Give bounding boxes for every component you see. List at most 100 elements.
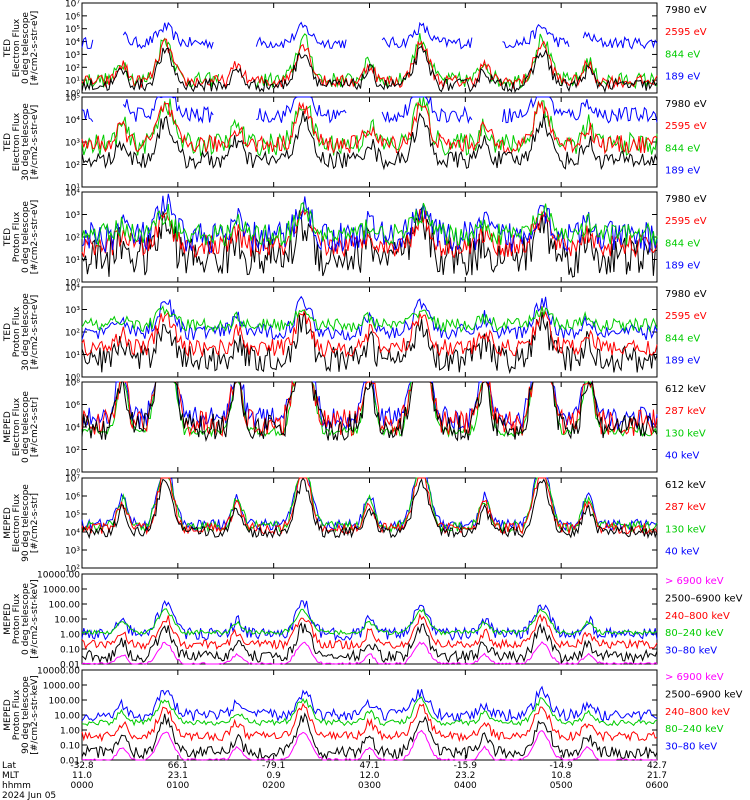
panel-stack: 10⁷ 10⁶ 10⁵ 10⁴ 10³ 10² 10¹ 10⁰ TED Electron Flux… bbox=[3, 0, 743, 767]
y-axis-label: MEPED bbox=[3, 699, 13, 731]
x-tick-mlt: 11.0 bbox=[72, 771, 92, 781]
y-axis-label: Proton Flux bbox=[12, 211, 22, 262]
legend-entry: 844 eV bbox=[665, 333, 700, 344]
y-tick-label: 10⁴ bbox=[65, 189, 80, 199]
panel-p4: 10⁴ 10³ 10² 10¹ 10⁰ TED Proton Flux 30 deg tele… bbox=[3, 284, 707, 384]
series-240-800-kev bbox=[81, 702, 658, 743]
x-tick-lat: -14.9 bbox=[550, 761, 574, 771]
legend-entry: 2500–6900 keV bbox=[665, 593, 743, 604]
y-axis-label: Electron Flux bbox=[12, 18, 22, 77]
series-240-800-kev bbox=[81, 613, 658, 651]
x-tick-lat: 42.7 bbox=[647, 761, 667, 771]
x-row-label: 2024 Jun 05 bbox=[2, 791, 56, 800]
legend-entry: 189 eV bbox=[665, 166, 700, 177]
y-tick-label: 10⁴ bbox=[65, 38, 80, 48]
y-tick-label: 10⁴ bbox=[65, 424, 80, 434]
legend-entry: 30–80 keV bbox=[665, 646, 717, 657]
legend-entry: 287 keV bbox=[665, 502, 706, 513]
y-tick-label: 10⁷ bbox=[65, 475, 80, 485]
y-axis-label: Proton Flux bbox=[12, 593, 22, 644]
y-axis-label: [#/cm2-s-str-keV] bbox=[30, 675, 40, 754]
x-tick-hhmm: 0200 bbox=[262, 781, 285, 791]
series-189-ev bbox=[81, 96, 658, 125]
x-tick-hhmm: 0500 bbox=[550, 781, 573, 791]
y-axis-label: MEPED bbox=[3, 603, 13, 635]
y-tick-label: 10² bbox=[65, 161, 80, 171]
legend-entry: 30–80 keV bbox=[665, 742, 717, 753]
y-tick-label: 10⁴ bbox=[65, 529, 80, 539]
y-tick-label: 10⁵ bbox=[65, 94, 80, 104]
panel-p3: 10⁴ 10³ 10² 10¹ 10⁰ TED Proton Flux 0 deg teles… bbox=[3, 189, 707, 289]
series-30-80-kev bbox=[81, 600, 658, 642]
x-tick-mlt: 12.0 bbox=[359, 771, 379, 781]
series--6900-kev bbox=[81, 729, 657, 761]
series-7980-ev bbox=[81, 111, 658, 171]
series-30-80-kev bbox=[81, 685, 658, 723]
legend-entry: 2595 eV bbox=[665, 311, 707, 322]
x-tick-hhmm: 0600 bbox=[646, 781, 669, 791]
y-tick-label: 10³ bbox=[65, 139, 80, 149]
legend-entry: 40 keV bbox=[665, 451, 699, 462]
series-130-kev bbox=[81, 381, 658, 438]
y-axis-label: 0 deg telescope bbox=[21, 12, 31, 84]
y-tick-label: 10⁶ bbox=[65, 401, 80, 411]
x-tick-hhmm: 0100 bbox=[166, 781, 189, 791]
x-tick-lat: -32.8 bbox=[70, 761, 94, 771]
y-axis-label: 30 deg telescope bbox=[21, 293, 31, 371]
x-tick-lat: 66.1 bbox=[168, 761, 188, 771]
series-7980-ev bbox=[81, 45, 658, 94]
y-tick-label: 10¹ bbox=[65, 184, 80, 194]
panel-frame bbox=[81, 381, 658, 473]
panel-p2: 10⁵ 10⁴ 10³ 10² 10¹ TED Electron Flux 30 deg te… bbox=[3, 94, 707, 194]
y-tick-label: 1.00 bbox=[60, 631, 80, 641]
y-axis-label: [#/cm2-s-str-eV] bbox=[30, 105, 40, 180]
series-844-ev bbox=[81, 305, 658, 333]
y-axis-label: TED bbox=[3, 228, 13, 247]
x-tick-lat: -15.9 bbox=[454, 761, 478, 771]
y-axis-label: Electron Flux bbox=[12, 112, 22, 171]
legend-entry: 130 keV bbox=[665, 524, 706, 535]
x-tick-mlt: 10.8 bbox=[551, 771, 571, 781]
x-tick-mlt: 23.1 bbox=[168, 771, 188, 781]
y-tick-label: 10⁴ bbox=[65, 116, 80, 126]
series-2595-ev bbox=[81, 38, 658, 90]
series-189-ev bbox=[81, 193, 658, 254]
series-80-240-kev bbox=[81, 696, 658, 727]
y-tick-label: 10⁸ bbox=[65, 379, 80, 389]
y-axis-label: 90 deg telescope bbox=[21, 676, 31, 754]
y-tick-label: 10⁰ bbox=[65, 374, 80, 384]
y-axis-label: 0 deg telescope bbox=[21, 201, 31, 273]
y-tick-label: 10³ bbox=[65, 306, 80, 316]
x-tick-mlt: 21.7 bbox=[647, 771, 667, 781]
legend-entry: > 6900 keV bbox=[665, 576, 724, 587]
y-axis-label: 0 deg telescope bbox=[21, 391, 31, 463]
panel-p6: 10⁷ 10⁶ 10⁵ 10⁴ 10³ 10² MEPED Electron Flux 90 d… bbox=[3, 475, 706, 575]
y-tick-label: 10.00 bbox=[54, 616, 80, 626]
panel-p7: 10000.00 1000.00 100.00 10.00 1.00 0.10 0.01 ME… bbox=[3, 571, 743, 671]
legend-entry: 80–240 keV bbox=[665, 628, 724, 639]
y-tick-label: 10⁰ bbox=[65, 279, 80, 289]
y-tick-label: 10⁴ bbox=[65, 284, 80, 294]
series-2500-6900-kev bbox=[81, 621, 658, 665]
legend-entry: 240–800 keV bbox=[665, 611, 730, 622]
legend-entry: 287 keV bbox=[665, 406, 706, 417]
y-tick-label: 10³ bbox=[65, 547, 80, 557]
y-tick-label: 10³ bbox=[65, 51, 80, 61]
x-tick-hhmm: 0000 bbox=[71, 781, 94, 791]
series-2595-ev bbox=[81, 305, 658, 359]
legend-entry: 189 eV bbox=[665, 72, 700, 83]
series-844-ev bbox=[81, 201, 658, 247]
y-tick-label: 10² bbox=[65, 64, 80, 74]
legend-entry: 80–240 keV bbox=[665, 724, 724, 735]
y-axis-label: [#/cm2-s-str-keV] bbox=[30, 579, 40, 658]
x-tick-lat: -79.1 bbox=[262, 761, 285, 771]
panel-frame bbox=[81, 669, 658, 761]
y-tick-label: 0.10 bbox=[60, 742, 80, 752]
series-189-ev bbox=[81, 295, 658, 342]
y-tick-label: 10¹ bbox=[65, 351, 80, 361]
panel-frame bbox=[81, 286, 658, 378]
y-tick-label: 1000.00 bbox=[43, 586, 80, 596]
y-tick-label: 10² bbox=[65, 234, 80, 244]
panel-p8: 10000.00 1000.00 100.00 10.00 1.00 0.10 0.01 ME… bbox=[3, 667, 743, 767]
